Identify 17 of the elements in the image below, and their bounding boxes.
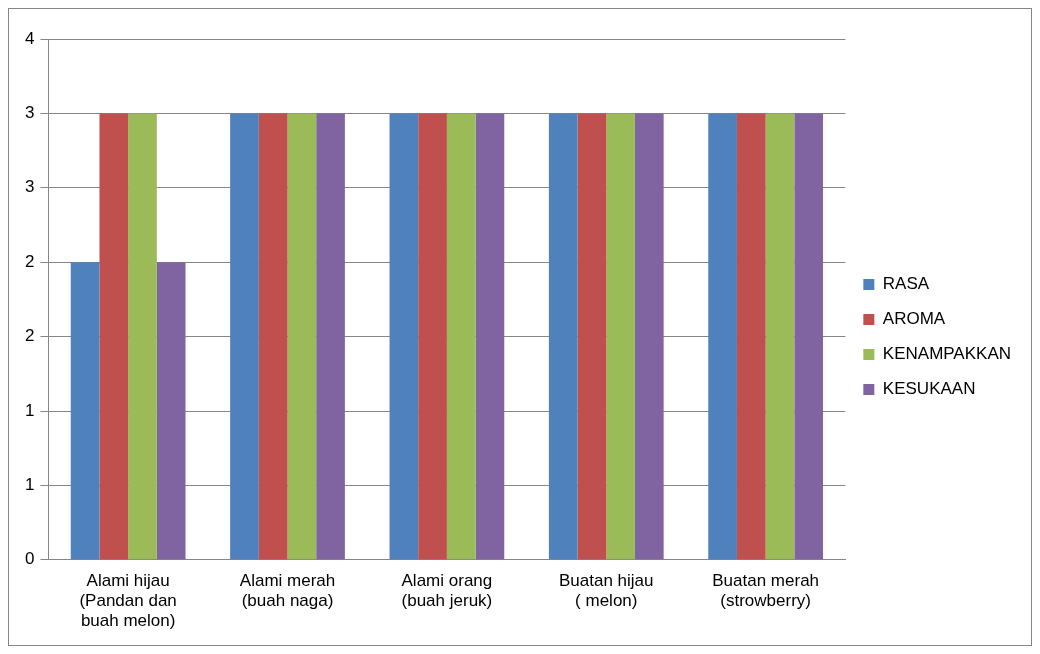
legend-label: AROMA [882, 309, 946, 329]
y-tick-label: 2 [24, 251, 35, 271]
y-tick-label: 3 [24, 103, 35, 123]
legend-label: KESUKAAN [882, 379, 976, 399]
x-tick-label: Alami merah (buah naga) [239, 570, 336, 611]
y-tick-label: 0 [24, 549, 35, 569]
legend-label: KENAMPAKKAN [882, 344, 1012, 364]
x-tick-label: Alami orang (buah jeruk) [401, 570, 493, 611]
y-tick-label: 2 [24, 326, 35, 346]
legend-label: RASA [882, 274, 930, 294]
x-tick-label: Buatan hijau ( melon) [559, 570, 654, 611]
y-tick-label: 1 [24, 400, 35, 420]
y-tick-label: 1 [24, 475, 35, 495]
x-tick-label: Alami hijau (Pandan dan buah melon) [79, 570, 177, 631]
x-tick-label: Buatan merah (strowberry) [712, 570, 820, 611]
y-tick-label: 4 [24, 28, 35, 48]
y-tick-label: 3 [24, 177, 35, 197]
